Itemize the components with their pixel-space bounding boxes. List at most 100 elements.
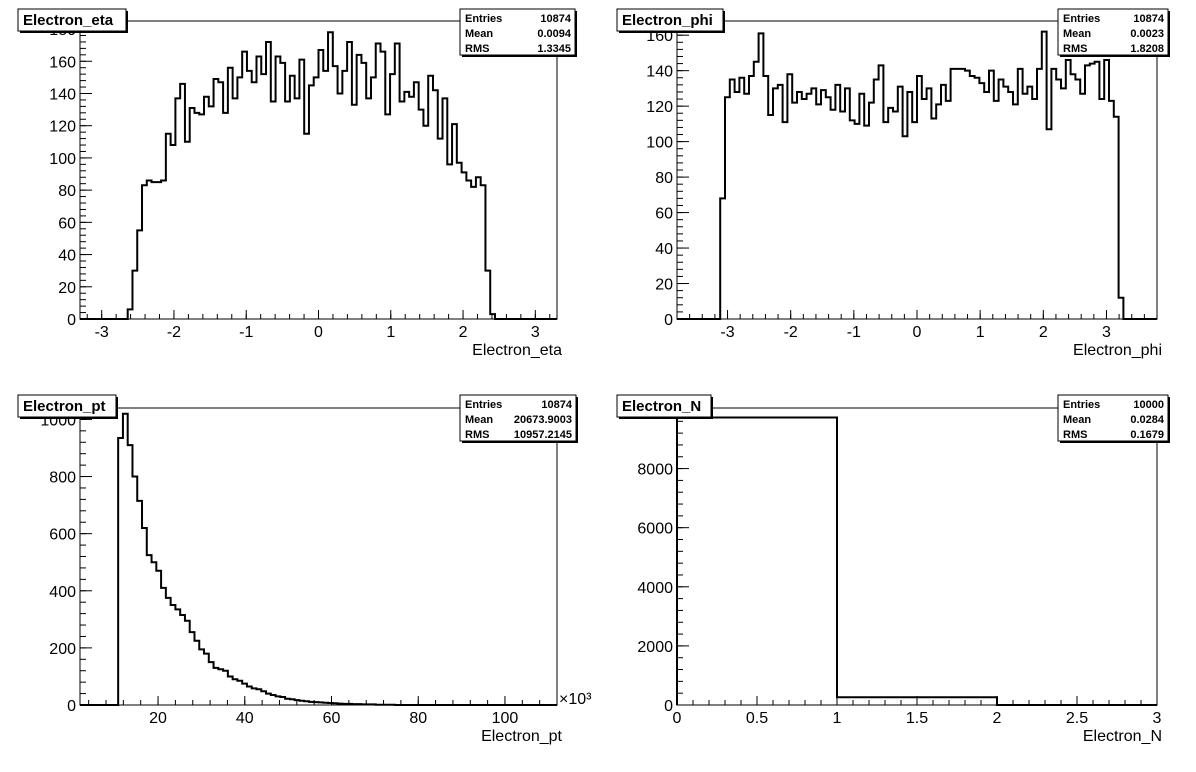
y-tick-label: 120 [646,99,673,116]
stats-rms-label: RMS [1063,429,1087,441]
x-tick-label: 20 [149,710,167,727]
x-tick-label: 100 [492,710,519,727]
y-tick-label: 100 [49,151,76,168]
x-tick-label: 3 [531,324,540,341]
x-tick-label: -2 [167,324,181,341]
stats-rms-label: RMS [1063,43,1087,55]
stats-box [1057,394,1169,442]
y-tick-label: 140 [49,86,76,103]
histogram-line [80,412,557,706]
x-axis-title: Electron_pt [481,728,562,745]
stats-mean-label: Mean [465,414,493,426]
x-tick-label: 1 [386,324,395,341]
x-tick-label: 80 [409,710,427,727]
y-tick-label: 600 [49,527,76,544]
y-tick-label: 20 [58,280,76,297]
x-tick-label: 3 [1102,324,1111,341]
histogram-line [676,416,1157,706]
x-tick-label: 60 [323,710,341,727]
y-tick-label: 140 [646,64,673,81]
x-tick-label: -1 [847,324,861,341]
title-box [17,8,127,32]
x-axis-title: Electron_phi [1073,342,1162,359]
histogram-pad-electron-eta: -3-2-10123020406080100120140160180Electr… [17,8,577,359]
y-tick-label: 400 [49,584,76,601]
y-tick-label: 60 [655,206,673,223]
stats-entries-value: 10000 [1133,399,1164,411]
y-tick-label: 120 [49,119,76,136]
y-tick-label: 800 [49,470,76,487]
y-tick-label: 60 [58,215,76,232]
stats-mean-value: 0.0023 [1130,28,1164,40]
y-tick-label: 100 [646,135,673,152]
stats-mean-value: 0.0284 [1130,414,1165,426]
histogram-line [677,30,1157,320]
y-tick-label: 200 [49,641,76,658]
title-box [616,8,724,32]
stats-entries-value: 10874 [541,399,572,411]
y-tick-label: 0 [664,312,673,329]
pad-title: Electron_phi [622,12,713,29]
x-axis-title: Electron_eta [472,342,562,359]
y-tick-label: 0 [67,312,76,329]
stats-box [459,394,577,442]
x-tick-label: 2 [459,324,468,341]
x-tick-label: 0.5 [746,710,768,727]
stats-entries-label: Entries [465,13,502,25]
stats-mean-label: Mean [1063,414,1091,426]
histogram-pad-electron-n: 0 0.5 1 1.5 2 2.5 3 0 2000 4000 6000 8000 10000 Elect… [616,394,1170,745]
pad-title: Electron_eta [23,12,114,29]
stats-rms-label: RMS [465,43,489,55]
histogram-pad-electron-pt: 20 40 60 80 10002004006008001000Electron_pt×… [17,394,592,745]
stats-entries-label: Entries [465,399,502,411]
stats-box [1057,8,1169,56]
stats-rms-value: 0.1679 [1130,429,1164,441]
x-axis-multiplier: ×10³ [559,691,592,708]
x-tick-label: -3 [95,324,109,341]
x-tick-label: -2 [784,324,798,341]
x-tick-label: -1 [239,324,253,341]
x-tick-label: 1 [833,710,842,727]
stats-box [459,8,576,56]
x-tick-label: 2 [1039,324,1048,341]
y-tick-label: 40 [58,248,76,265]
histogram-line [80,31,557,320]
y-tick-label: 8000 [637,462,673,479]
y-tick-label: 0 [67,698,76,715]
x-tick-label: 2 [993,710,1002,727]
y-tick-label: 80 [58,183,76,200]
stats-rms-value: 10957.2145 [514,429,572,441]
y-tick-label: 20 [655,277,673,294]
stats-mean-value: 20673.9003 [514,414,572,426]
y-tick-label: 6000 [637,521,673,538]
stats-mean-label: Mean [1063,28,1091,40]
x-tick-label: 2.5 [1066,710,1088,727]
y-tick-label: 160 [49,54,76,71]
y-tick-label: 2000 [637,639,673,656]
y-tick-label: 0 [664,698,673,715]
stats-entries-value: 10874 [540,13,571,25]
title-box [616,394,712,418]
stats-entries-label: Entries [1063,13,1100,25]
y-tick-label: 4000 [637,580,673,597]
x-tick-label: 1.5 [906,710,928,727]
stats-rms-value: 1.3345 [537,43,571,55]
x-tick-label: 1 [976,324,985,341]
pad-title: Electron_N [622,398,701,415]
stats-entries-label: Entries [1063,399,1100,411]
stats-entries-value: 10874 [1133,13,1164,25]
stats-rms-label: RMS [465,429,489,441]
x-tick-label: 3 [1153,710,1162,727]
pad-title: Electron_pt [23,398,106,415]
y-tick-label: 80 [655,170,673,187]
histogram-pad-electron-phi: -3 -2 -1 0 1 2 3020406080100120140160Electron_… [616,8,1170,359]
x-tick-label: 0 [673,710,682,727]
x-tick-label: 40 [236,710,254,727]
stats-mean-label: Mean [465,28,493,40]
y-tick-label: 40 [655,241,673,258]
plot-frame [676,407,1158,706]
x-axis-title: Electron_N [1083,728,1162,745]
x-tick-label: 0 [913,324,922,341]
stats-rms-value: 1.8208 [1130,43,1164,55]
